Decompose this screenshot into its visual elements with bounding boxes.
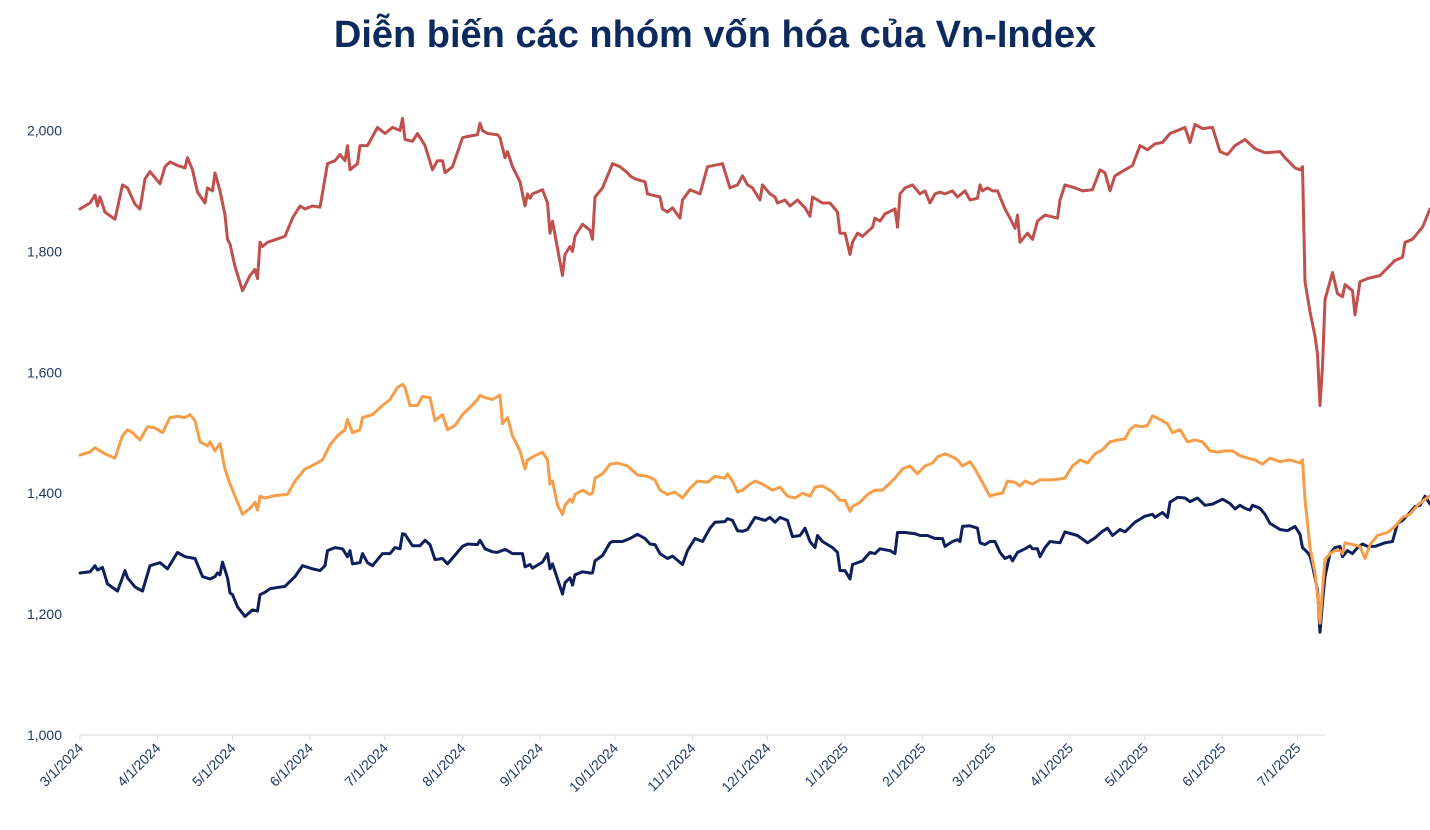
y-axis-ticks: 1,000 1,200 1,400 1,600 1,800 2,000 — [27, 122, 62, 743]
y-tick-label: 1,000 — [27, 727, 62, 743]
x-tick-label: 9/1/2024 — [496, 740, 546, 790]
x-tick-label: 3/1/2024 — [36, 740, 86, 790]
chart-title: Diễn biến các nhóm vốn hóa của Vn-Index — [333, 14, 1097, 56]
x-tick-label: 3/1/2025 — [949, 740, 999, 790]
x-tick-label: 6/1/2025 — [1179, 740, 1229, 790]
series-line-vn30 — [78, 494, 1430, 634]
x-tick-label: 1/1/2025 — [801, 740, 851, 790]
series-line-vnmid — [78, 116, 1430, 407]
x-tick-label: 4/1/2024 — [114, 740, 164, 790]
series-line-vnsml — [78, 382, 1430, 625]
x-tick-label: 7/1/2024 — [341, 740, 391, 790]
x-axis-ticks: 3/1/2024 4/1/2024 5/1/2024 6/1/2024 7/1/2024… — [36, 735, 1304, 796]
x-tick-label: 5/1/2024 — [189, 740, 239, 790]
y-tick-label: 1,800 — [27, 243, 62, 259]
y-tick-label: 2,000 — [27, 122, 62, 138]
x-tick-label: 12/1/2024 — [718, 740, 774, 796]
x-tick-label: 6/1/2024 — [266, 740, 316, 790]
x-tick-label: 4/1/2025 — [1026, 740, 1076, 790]
series-lines — [78, 116, 1430, 634]
x-tick-label: 11/1/2024 — [644, 740, 699, 795]
y-tick-label: 1,200 — [27, 606, 62, 622]
x-tick-label: 8/1/2024 — [419, 740, 469, 790]
y-tick-label: 1,600 — [27, 364, 62, 380]
x-tick-label: 2/1/2025 — [879, 740, 929, 790]
x-tick-label: 5/1/2025 — [1101, 740, 1151, 790]
x-tick-label: 10/1/2024 — [566, 740, 622, 796]
y-tick-label: 1,400 — [27, 485, 62, 501]
x-tick-label: 7/1/2025 — [1254, 740, 1304, 790]
